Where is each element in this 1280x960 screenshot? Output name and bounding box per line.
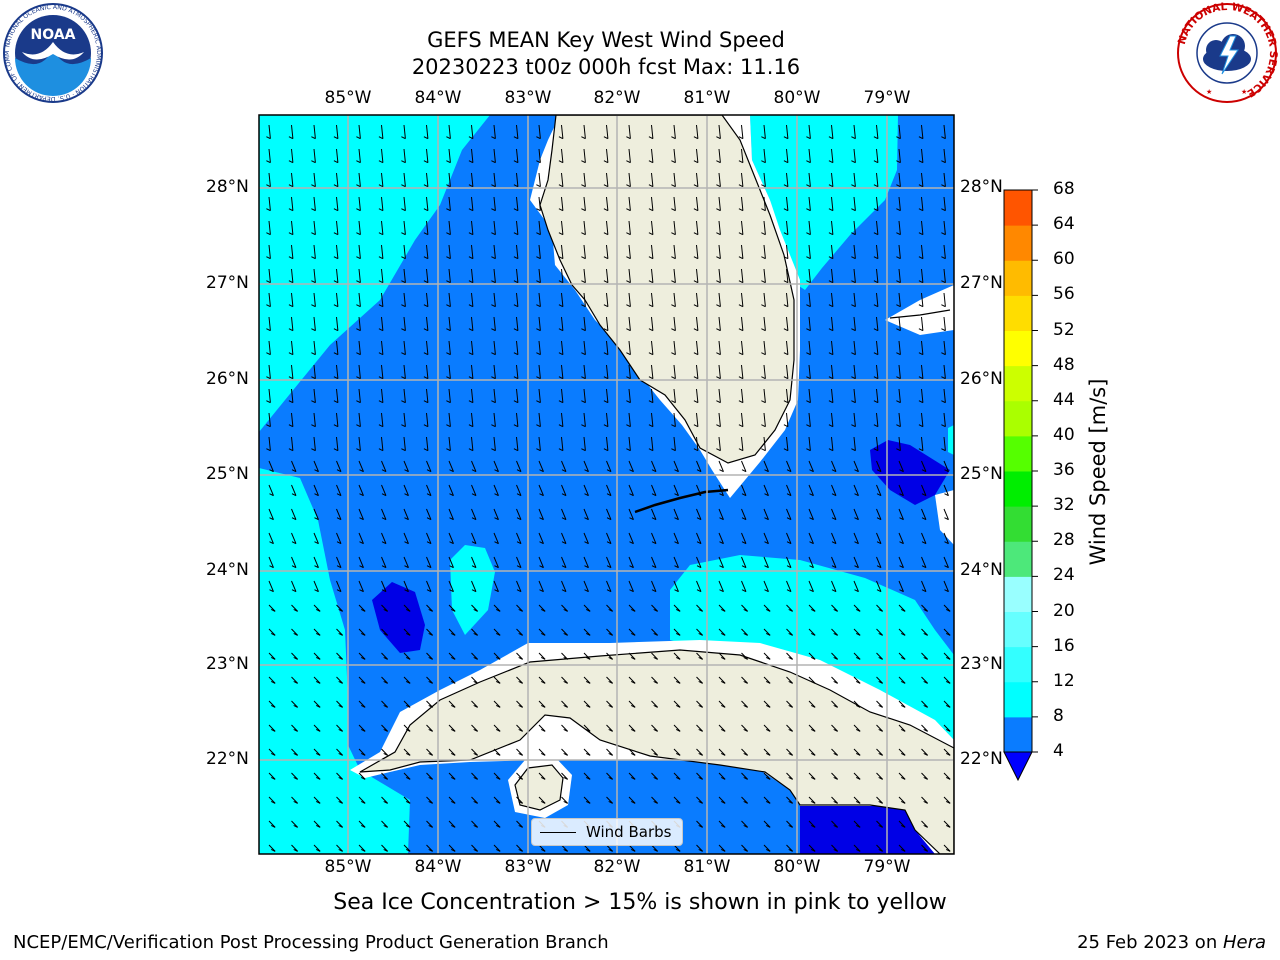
cuba-land bbox=[359, 649, 954, 854]
noaa-logo-text: NOAA bbox=[31, 27, 76, 43]
lat-label-25: 25°N bbox=[206, 464, 249, 484]
colorbar-tick-label: 8 bbox=[1053, 705, 1064, 726]
colorbar-tick-label: 32 bbox=[1053, 495, 1075, 516]
lat-label-28: 28°N bbox=[206, 177, 249, 197]
wind-barbs bbox=[266, 124, 951, 852]
nws-logo: NATIONAL WEATHER SERVICE ★ ★ bbox=[1176, 2, 1278, 103]
map-frame bbox=[258, 114, 955, 855]
lat-label-right-25: 25°N bbox=[960, 464, 1003, 484]
lon-label-bottom-79: 79°W bbox=[863, 857, 911, 877]
colorbar-tick-label: 64 bbox=[1053, 214, 1075, 235]
lat-label-right-22: 22°N bbox=[960, 749, 1003, 769]
calm-region-3 bbox=[800, 806, 935, 854]
colorbar-tick-label: 20 bbox=[1053, 600, 1075, 621]
colorbar-tick-label: 28 bbox=[1053, 530, 1075, 551]
lat-label-26: 26°N bbox=[206, 369, 249, 389]
colorbar-segment bbox=[1004, 365, 1032, 402]
colorbar-segment bbox=[1004, 716, 1032, 753]
colorbar-segment bbox=[1004, 646, 1032, 683]
lat-label-right-27: 27°N bbox=[960, 273, 1003, 293]
colorbar-segment bbox=[1004, 400, 1032, 437]
svg-text:★: ★ bbox=[1241, 88, 1247, 96]
colorbar-segment bbox=[1004, 295, 1032, 331]
title-line-2: 20230223 t00z 000h fcst Max: 11.16 bbox=[411, 55, 801, 79]
colorbar-segment bbox=[1004, 435, 1032, 472]
lat-label-right-28: 28°N bbox=[960, 177, 1003, 197]
lon-label-80: 80°W bbox=[773, 88, 821, 108]
legend-line-swatch bbox=[540, 831, 576, 833]
light-wind-region-west bbox=[259, 115, 490, 432]
colorbar-segment bbox=[1004, 190, 1032, 226]
footer-date: 25 Feb 2023 on Hera bbox=[1077, 932, 1266, 953]
svg-text:★: ★ bbox=[1206, 88, 1212, 96]
lat-label-right-24: 24°N bbox=[960, 560, 1003, 580]
colorbar-tick-label: 40 bbox=[1053, 424, 1075, 445]
colorbar-segment bbox=[1004, 260, 1032, 296]
colorbar-tick-label: 68 bbox=[1053, 179, 1075, 199]
bahamas-buffer bbox=[885, 285, 954, 335]
isle-of-youth bbox=[514, 764, 564, 811]
graticule bbox=[259, 115, 954, 854]
colorbar-segment bbox=[1004, 506, 1032, 542]
florida-keys bbox=[634, 488, 729, 514]
calm-region-1 bbox=[372, 582, 425, 653]
colorbar-segment bbox=[1004, 225, 1032, 261]
lat-label-23: 23°N bbox=[206, 654, 249, 674]
colorbar-tick-label: 4 bbox=[1053, 741, 1064, 761]
lat-label-27: 27°N bbox=[206, 273, 249, 293]
legend-label: Wind Barbs bbox=[586, 823, 672, 841]
light-wind-region-southwest bbox=[259, 468, 410, 854]
colorbar-segment bbox=[1004, 681, 1032, 718]
plot-title: GEFS MEAN Key West Wind Speed 20230223 t… bbox=[300, 27, 912, 81]
footer-date-text: 25 Feb 2023 on bbox=[1077, 932, 1223, 953]
colorbar-label: Wind Speed [m/s] bbox=[1086, 378, 1110, 566]
colorbar-tick-label: 48 bbox=[1053, 354, 1075, 375]
wind-barb-field bbox=[266, 124, 951, 852]
noaa-logo: NATIONAL OCEANIC AND ATMOSPHERIC ADMINIS… bbox=[2, 2, 103, 103]
andros-buffer bbox=[935, 490, 954, 545]
colorbar-segment bbox=[1004, 541, 1032, 577]
colorbar-tick-label: 52 bbox=[1053, 319, 1075, 340]
lon-label-85: 85°W bbox=[324, 88, 372, 108]
bahamas-island bbox=[889, 309, 951, 319]
lat-label-right-26: 26°N bbox=[960, 369, 1003, 389]
lon-label-bottom-83: 83°W bbox=[504, 857, 552, 877]
colorbar-segment bbox=[1004, 330, 1032, 367]
colorbar-tick-label: 16 bbox=[1053, 635, 1075, 656]
lon-label-79: 79°W bbox=[863, 88, 911, 108]
title-line-1: GEFS MEAN Key West Wind Speed bbox=[427, 28, 785, 52]
florida-land bbox=[539, 115, 795, 464]
lat-label-22: 22°N bbox=[206, 749, 249, 769]
colorbar-segment bbox=[1004, 471, 1032, 507]
lon-label-84: 84°W bbox=[414, 88, 462, 108]
lat-label-24: 24°N bbox=[206, 560, 249, 580]
map-legend: Wind Barbs bbox=[531, 818, 683, 846]
colorbar-tick-label: 24 bbox=[1053, 565, 1075, 586]
colorbar-under-extension bbox=[1003, 751, 1033, 782]
lon-label-bottom-80: 80°W bbox=[773, 857, 821, 877]
colorbar bbox=[1003, 189, 1038, 782]
colorbar-tick-label: 12 bbox=[1053, 670, 1075, 691]
colorbar-tick-label: 36 bbox=[1053, 460, 1075, 480]
lon-label-82: 82°W bbox=[593, 88, 641, 108]
lon-label-bottom-81: 81°W bbox=[683, 857, 731, 877]
light-wind-spot-east bbox=[948, 425, 954, 455]
sea-ice-note: Sea Ice Concentration > 15% is shown in … bbox=[333, 890, 947, 915]
lon-label-81: 81°W bbox=[683, 88, 731, 108]
lon-label-bottom-84: 84°W bbox=[414, 857, 462, 877]
calm-region-2 bbox=[870, 440, 950, 505]
colorbar-tick-label: 44 bbox=[1053, 389, 1075, 410]
footer-machine: Hera bbox=[1222, 932, 1266, 953]
lon-label-83: 83°W bbox=[504, 88, 552, 108]
lon-label-bottom-85: 85°W bbox=[324, 857, 372, 877]
colorbar-segment bbox=[1004, 611, 1032, 648]
colorbar-tick-label: 56 bbox=[1053, 284, 1075, 305]
lon-label-bottom-82: 82°W bbox=[593, 857, 641, 877]
lat-label-right-23: 23°N bbox=[960, 654, 1003, 674]
colorbar-segment bbox=[1004, 576, 1032, 612]
colorbar-tick-label: 60 bbox=[1053, 249, 1075, 270]
footer-credit: NCEP/EMC/Verification Post Processing Pr… bbox=[13, 932, 609, 953]
